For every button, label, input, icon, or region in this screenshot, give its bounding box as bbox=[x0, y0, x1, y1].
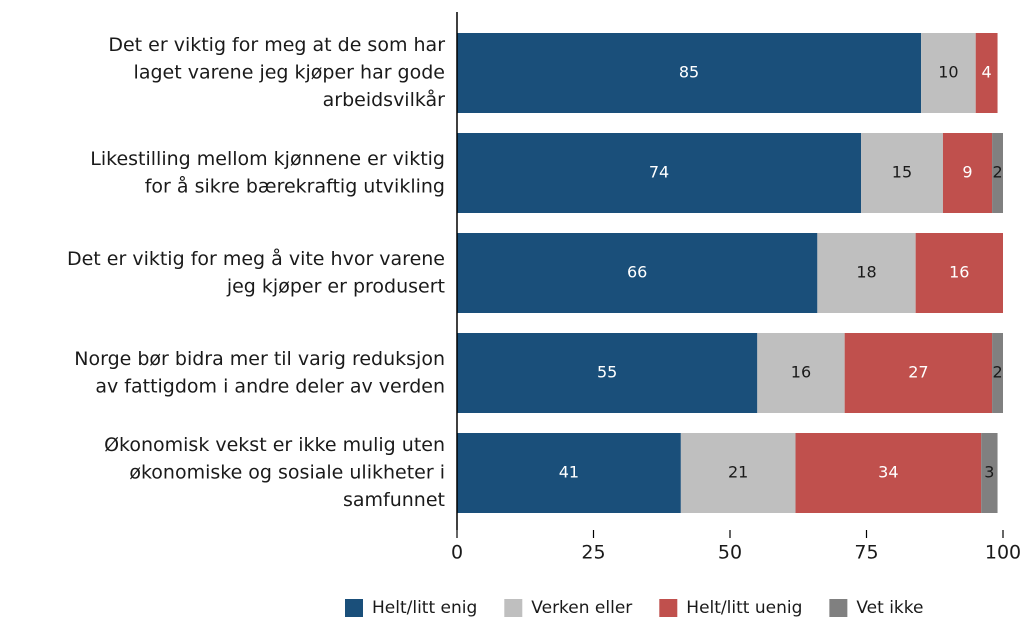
data-label: 4 bbox=[982, 63, 992, 82]
data-label: 15 bbox=[892, 163, 912, 182]
data-label: 21 bbox=[728, 463, 748, 482]
category-label: samfunnet bbox=[343, 489, 445, 511]
bar-segment bbox=[844, 333, 993, 413]
bar-segment bbox=[981, 433, 998, 513]
data-label: 9 bbox=[962, 163, 972, 182]
legend-swatch bbox=[504, 599, 523, 617]
bar-segment bbox=[975, 33, 998, 113]
category-label: økonomiske og sosiale ulikheter i bbox=[129, 462, 445, 484]
category-label: Det er viktig for meg å vite hvor varene bbox=[67, 247, 445, 270]
legend-swatch bbox=[345, 599, 363, 617]
category-label: jeg kjøper er produsert bbox=[226, 275, 445, 297]
legend-swatch bbox=[659, 599, 678, 617]
bar-segment bbox=[680, 433, 796, 513]
category-label: for å sikre bærekraftig utvikling bbox=[145, 174, 445, 197]
data-label: 85 bbox=[679, 63, 699, 82]
bar-segment bbox=[942, 133, 993, 213]
data-label: 27 bbox=[908, 363, 928, 382]
bar-segment bbox=[992, 133, 1003, 213]
bar-segment bbox=[457, 433, 681, 513]
x-tick-label: 0 bbox=[451, 542, 463, 564]
data-label: 18 bbox=[856, 263, 876, 282]
data-label: 2 bbox=[992, 363, 1002, 382]
legend-label: Vet ikke bbox=[856, 598, 923, 618]
bar-segment bbox=[757, 333, 845, 413]
x-tick-label: 75 bbox=[854, 542, 878, 564]
bar-segment bbox=[992, 333, 1003, 413]
data-label: 66 bbox=[627, 263, 647, 282]
x-tick-label: 100 bbox=[985, 542, 1021, 564]
bar-segment bbox=[457, 133, 862, 213]
x-tick-label: 50 bbox=[718, 542, 742, 564]
category-label: arbeidsvilkår bbox=[323, 88, 446, 111]
data-label: 55 bbox=[597, 363, 617, 382]
category-label: Norge bør bidra mer til varig reduksjon bbox=[74, 348, 445, 370]
x-tick-label: 25 bbox=[581, 542, 605, 564]
legend-label: Helt/litt uenig bbox=[686, 598, 802, 618]
legend-swatch bbox=[829, 599, 848, 617]
bar-segment bbox=[795, 433, 982, 513]
data-label: 41 bbox=[559, 463, 579, 482]
bar-segment bbox=[457, 33, 922, 113]
data-label: 16 bbox=[949, 263, 969, 282]
bar-segment bbox=[915, 233, 1003, 313]
bar-segment bbox=[457, 333, 758, 413]
data-label: 16 bbox=[791, 363, 811, 382]
bar-segment bbox=[457, 233, 818, 313]
data-label: 3 bbox=[984, 463, 994, 482]
bar-segment bbox=[921, 33, 976, 113]
data-label: 34 bbox=[878, 463, 898, 482]
category-label: Likestilling mellom kjønnene er viktig bbox=[90, 148, 445, 170]
bar-segment bbox=[861, 133, 943, 213]
legend-label: Verken eller bbox=[531, 598, 632, 618]
category-label: av fattigdom i andre deler av verden bbox=[95, 375, 445, 397]
bar-segment bbox=[817, 233, 916, 313]
legend-label: Helt/litt enig bbox=[372, 598, 477, 618]
category-label: Økonomisk vekst er ikke mulig uten bbox=[104, 434, 445, 456]
data-label: 74 bbox=[649, 163, 669, 182]
category-label: Det er viktig for meg at de som har bbox=[108, 34, 445, 56]
data-label: 2 bbox=[992, 163, 1002, 182]
category-label: laget varene jeg kjøper har gode bbox=[134, 62, 445, 84]
data-label: 10 bbox=[938, 63, 958, 82]
